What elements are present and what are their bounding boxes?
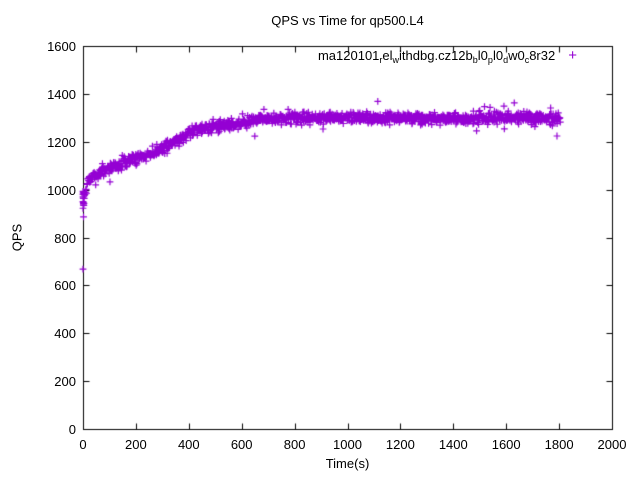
y-tick-label: 1600: [47, 39, 76, 54]
legend-sub-segment: w: [392, 55, 400, 65]
legend-sub-segment: r: [379, 55, 383, 65]
legend-series-label: ma120101relwithdbg.cz12bbl0pl0dw0c8r32: [318, 48, 555, 68]
legend-text-segment: 8r32: [529, 48, 556, 63]
x-tick-label: 200: [125, 437, 147, 452]
legend-text-segment: el: [382, 48, 393, 63]
x-tick-label: 1200: [385, 437, 415, 452]
legend-text-segment: l0: [492, 48, 504, 63]
legend-sub-segment: b: [472, 55, 478, 65]
y-tick-label: 1000: [47, 182, 76, 198]
x-tick-label: 0: [79, 437, 87, 452]
chart-title: QPS vs Time for qp500.L4: [271, 13, 424, 28]
y-tick-label: 0: [68, 422, 76, 437]
legend-text-segment: ma120101: [317, 48, 380, 63]
legend-text-segment: w0: [508, 48, 525, 63]
x-tick-label: 1400: [438, 437, 468, 452]
x-axis-label: Time(s): [325, 456, 370, 471]
y-tick-label: 1400: [47, 86, 76, 102]
x-tick-label: 1000: [333, 437, 362, 452]
x-tick-label: 600: [230, 437, 253, 452]
legend-plus-marker-icon: +: [568, 47, 577, 64]
legend: ma120101relwithdbg.cz12bbl0pl0dw0c8r32 +: [83, 48, 577, 68]
y-tick-label: 200: [54, 374, 76, 390]
x-tick-label: 800: [283, 437, 306, 452]
y-tick-label: 600: [54, 278, 76, 294]
x-tick-label: 400: [177, 437, 200, 452]
legend-sub-segment: c: [524, 55, 530, 65]
x-tick-label: 2000: [597, 437, 627, 452]
legend-text-segment: ithdbg.cz12b: [399, 48, 473, 63]
legend-text-segment: l0: [477, 48, 488, 63]
legend-sub-segment: d: [503, 55, 509, 65]
x-tick-label: 1600: [491, 437, 521, 452]
y-tick-label: 1200: [47, 134, 76, 150]
y-tick-label: 800: [54, 230, 76, 246]
x-tick-label: 1800: [544, 437, 574, 452]
legend-sub-segment: p: [487, 55, 493, 65]
y-tick-label: 400: [54, 326, 76, 342]
